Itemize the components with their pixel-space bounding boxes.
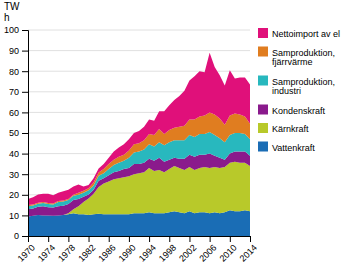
y-tick: 70 [9, 87, 28, 97]
x-tick: 1994 [137, 236, 158, 264]
y-tick-label: 0 [14, 231, 19, 241]
x-tick-mark [230, 236, 231, 242]
y-tick-label: 10 [9, 211, 19, 221]
chart: 1970197419781982198619901994199820022006… [0, 0, 355, 270]
legend-item: Vattenkraft [258, 142, 315, 153]
x-tick: 1998 [157, 236, 178, 264]
legend-swatch [258, 28, 268, 38]
y-tick: 10 [9, 211, 28, 221]
x-tick: 1974 [36, 236, 57, 264]
y-axis: 0 10 20 30 40 50 60 70 80 90 100 [4, 25, 29, 241]
plot-area [28, 53, 250, 236]
y-tick-label: 100 [4, 25, 19, 35]
x-tick-label: 1970 [16, 242, 37, 263]
x-tick: 1990 [117, 236, 138, 264]
y-tick: 100 [4, 25, 28, 35]
x-tick-label: 2002 [177, 242, 198, 263]
y-tick-mark [22, 215, 28, 216]
y-label: TWh [4, 1, 20, 23]
x-tick: 1982 [76, 236, 97, 264]
y-tick-label: 50 [9, 128, 19, 138]
y-tick: 60 [9, 108, 28, 118]
x-tick: 2010 [217, 236, 238, 264]
area-series [28, 53, 250, 205]
y-tick-mark [22, 71, 28, 72]
legend-item: Samproduktion,industri [258, 76, 335, 97]
x-tick: 1978 [56, 236, 77, 264]
x-tick-label: 1974 [36, 242, 57, 263]
x-tick-label: 1982 [76, 242, 97, 263]
y-tick-label: 40 [9, 149, 19, 159]
y-tick-label: 90 [9, 46, 19, 56]
legend-label: Nettoimport av el [272, 29, 340, 39]
y-tick: 0 [14, 231, 28, 241]
x-tick-mark [210, 236, 211, 242]
grid-line [28, 50, 250, 51]
y-tick-mark [22, 133, 28, 134]
y-tick-label: 30 [9, 170, 19, 180]
y-tick-label: 70 [9, 87, 19, 97]
y-tick-mark [22, 195, 28, 196]
legend-swatch [258, 105, 268, 115]
legend-swatch [258, 76, 268, 86]
legend-swatch [258, 47, 268, 57]
x-tick-mark [149, 236, 150, 242]
y-tick-mark [22, 112, 28, 113]
x-tick-mark [68, 236, 69, 242]
x-tick-mark [169, 236, 170, 242]
x-tick-label: 1990 [117, 242, 138, 263]
x-tick-mark [48, 236, 49, 242]
y-tick-label: 80 [9, 67, 19, 77]
x-tick-mark [250, 236, 251, 242]
y-axis-domain [22, 31, 29, 237]
x-tick-label: 1986 [96, 242, 117, 263]
grid-line [28, 30, 250, 31]
x-tick-mark [89, 236, 90, 242]
x-tick-label: 2006 [197, 242, 218, 263]
x-tick-label: 1978 [56, 242, 77, 263]
legend-item: Kärnkraft [258, 123, 309, 134]
x-axis-domain [29, 237, 251, 243]
x-tick-mark [109, 236, 110, 242]
x-tick-label: 2014 [238, 242, 259, 263]
legend-label: Kärnkraft [272, 124, 309, 134]
y-tick: 20 [9, 190, 28, 200]
y-tick-mark [22, 92, 28, 93]
x-tick: 2014 [238, 236, 259, 264]
y-tick-label: 60 [9, 108, 19, 118]
y-tick: 90 [9, 46, 28, 56]
legend-swatch [258, 142, 268, 152]
legend-label: Kondenskraft [272, 106, 326, 116]
legend-label: Vattenkraft [272, 143, 315, 153]
x-tick: 2002 [177, 236, 198, 264]
y-tick: 50 [9, 128, 28, 138]
legend-item: Nettoimport av el [258, 28, 340, 39]
x-tick: 2006 [197, 236, 218, 264]
legend-label: Samproduktion,industri [272, 77, 335, 97]
y-tick-label: 20 [9, 190, 19, 200]
x-tick: 1986 [96, 236, 117, 264]
y-tick-mark [22, 30, 28, 31]
x-tick-label: 2010 [217, 242, 238, 263]
grid [28, 30, 250, 236]
legend-swatch [258, 123, 268, 133]
x-tick-label: 1998 [157, 242, 178, 263]
y-tick-mark [22, 236, 28, 237]
legend: Nettoimport av el Samproduktion,fjärrvärm… [258, 28, 340, 153]
y-tick-mark [22, 51, 28, 52]
legend-item: Kondenskraft [258, 105, 326, 116]
y-tick-mark [22, 154, 28, 155]
x-tick-mark [189, 236, 190, 242]
x-tick-label: 1994 [137, 242, 158, 263]
y-tick-mark [22, 174, 28, 175]
y-tick: 80 [9, 67, 28, 77]
legend-label: Samproduktion,fjärrvärme [272, 48, 335, 68]
x-tick-mark [129, 236, 130, 242]
legend-item: Samproduktion,fjärrvärme [258, 47, 335, 68]
y-tick: 40 [9, 149, 28, 159]
x-axis: 1970197419781982198619901994199820022006… [16, 236, 259, 264]
y-tick: 30 [9, 170, 28, 180]
